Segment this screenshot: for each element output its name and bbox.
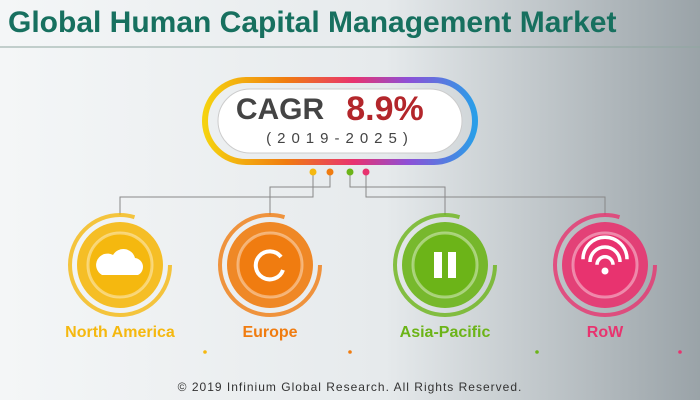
region-inner xyxy=(571,231,639,299)
region-ring xyxy=(393,213,497,317)
region-label: RoW xyxy=(587,324,624,341)
region-ring xyxy=(553,213,657,317)
label-dot xyxy=(203,350,207,354)
connector-dot xyxy=(326,168,334,176)
refresh-icon xyxy=(253,249,285,282)
connector-dot xyxy=(309,168,317,176)
wifi-icon xyxy=(581,235,629,260)
connector xyxy=(119,172,314,215)
connector-dot xyxy=(346,168,354,176)
footer: © 2019 Infinium Global Research. All Rig… xyxy=(178,380,523,394)
region-ring xyxy=(218,213,322,317)
connector-dot xyxy=(362,168,370,176)
cagr-pill xyxy=(217,88,463,154)
regions: North America Europe Asia-Pacific RoW xyxy=(65,168,682,354)
region-label: North America xyxy=(65,324,175,341)
connector xyxy=(269,172,331,215)
region-label: Europe xyxy=(242,324,297,341)
connector xyxy=(365,172,606,215)
label-dot xyxy=(348,350,352,354)
region-label: Asia-Pacific xyxy=(400,324,491,341)
connector xyxy=(349,172,446,215)
title: Global Human Capital Management Market xyxy=(8,6,616,39)
cagr-ring xyxy=(202,77,478,165)
cagr-period: (2019-2025) xyxy=(266,130,414,147)
cagr-value: 8.9% xyxy=(346,90,424,128)
label-dot xyxy=(678,350,682,354)
cagr-label: CAGR xyxy=(236,93,325,126)
wifi-icon xyxy=(601,267,609,275)
cloud-icon xyxy=(96,249,143,275)
pause-icon xyxy=(448,252,456,278)
pause-icon xyxy=(434,252,442,278)
wifi-icon xyxy=(588,245,622,263)
label-dot xyxy=(535,350,539,354)
region-inner xyxy=(236,231,304,299)
region-inner xyxy=(411,231,479,299)
region-ring xyxy=(68,213,172,317)
wifi-icon xyxy=(595,255,615,266)
